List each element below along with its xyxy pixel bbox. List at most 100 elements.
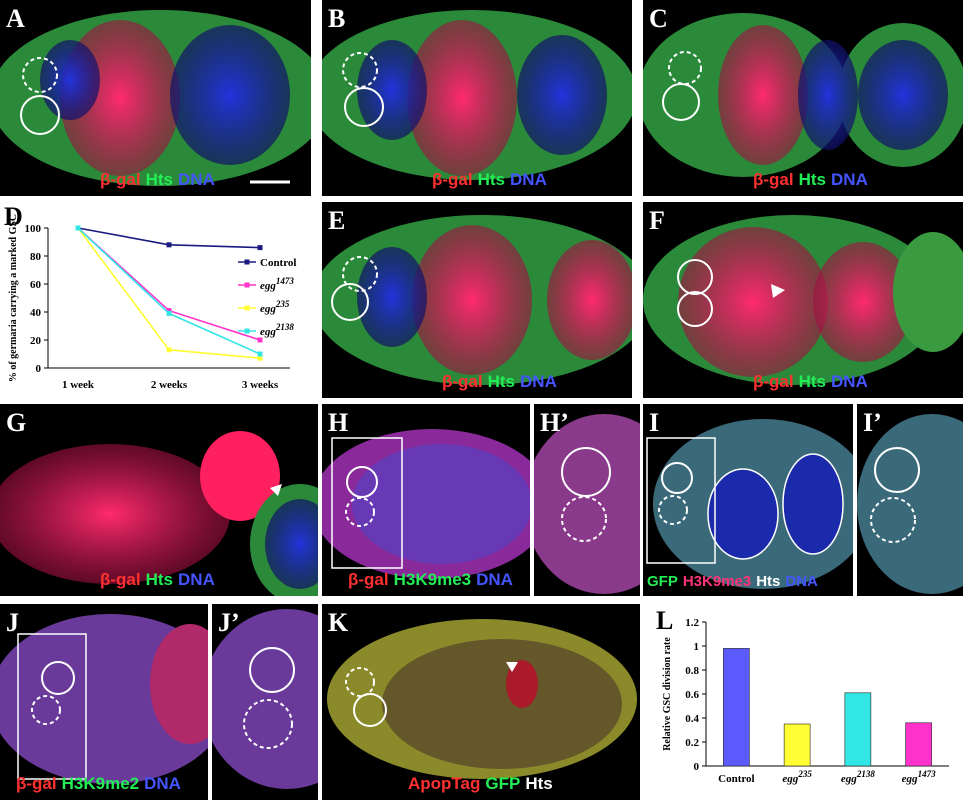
micrograph-A bbox=[0, 10, 311, 186]
y-tick-label: 0.8 bbox=[685, 665, 699, 677]
panel-label: A bbox=[6, 4, 25, 33]
legend-marker bbox=[244, 305, 250, 311]
x-tick-label: 1 week bbox=[62, 379, 95, 391]
y-tick-label: 0 bbox=[36, 363, 42, 375]
arrowhead-icon bbox=[506, 662, 518, 672]
bar bbox=[905, 722, 932, 767]
data-point bbox=[257, 355, 263, 361]
y-tick-label: 1.2 bbox=[685, 617, 699, 629]
stain-caption: β-gal Hts DNA bbox=[100, 570, 220, 590]
stain-label: β-gal bbox=[100, 170, 141, 189]
stain-caption: β-gal Hts DNA bbox=[432, 170, 552, 190]
stain-label: ApopTag bbox=[408, 774, 481, 793]
legend-entry: egg1473 bbox=[260, 276, 294, 292]
stain-label: DNA bbox=[785, 573, 818, 590]
stain-caption: β-gal H3K9me3 DNA bbox=[348, 570, 518, 590]
panel-label: H’ bbox=[540, 408, 569, 437]
micrograph-G bbox=[0, 431, 318, 596]
arrowhead-icon bbox=[771, 284, 785, 298]
stain-caption: β-gal H3K9me2 DNA bbox=[16, 774, 186, 794]
stain-label: DNA bbox=[831, 170, 868, 189]
y-tick-label: 0.4 bbox=[685, 713, 699, 725]
panel-F: F β-gal Hts DNA bbox=[643, 202, 963, 398]
bar bbox=[783, 723, 811, 767]
stain-caption: β-gal Hts DNA bbox=[442, 372, 562, 392]
stain-label: β-gal bbox=[16, 774, 57, 793]
data-point bbox=[75, 225, 81, 231]
micrograph-E bbox=[322, 215, 632, 385]
panel-L-chart: L 0 0.2 0.4 0.6 0.8 1 1.2 Relative GSC division… bbox=[644, 604, 963, 800]
data-point bbox=[257, 351, 263, 357]
stain-label: Hts bbox=[525, 774, 553, 793]
micrograph-B bbox=[322, 10, 632, 180]
panel-label: K bbox=[328, 608, 349, 637]
micrograph-J bbox=[0, 614, 208, 784]
stain-label: H3K9me3 bbox=[393, 570, 472, 589]
stain-label: DNA bbox=[831, 372, 868, 391]
stain-label: GFP bbox=[485, 774, 521, 793]
stain-label: DNA bbox=[510, 170, 547, 189]
stain-label: β-gal bbox=[100, 570, 141, 589]
x-tick-label: egg1473 bbox=[902, 769, 936, 785]
micrograph-H bbox=[322, 429, 530, 579]
micrograph-I-prime bbox=[857, 414, 963, 594]
x-tick-label: 3 weeks bbox=[242, 379, 279, 391]
stain-label: H3K9me2 bbox=[61, 774, 140, 793]
data-point bbox=[166, 242, 172, 248]
stain-label: β-gal bbox=[753, 372, 794, 391]
panel-C: C β-gal Hts DNA bbox=[643, 0, 963, 196]
line-chart: 0 20 40 60 80 100 1 week 2 weeks 3 weeks % of ger… bbox=[8, 214, 296, 391]
legend-entry: egg235 bbox=[260, 299, 290, 315]
y-tick-label: 60 bbox=[30, 279, 42, 291]
data-point bbox=[257, 337, 263, 343]
y-axis-label: Relative GSC division rate bbox=[662, 637, 673, 751]
y-tick-label: 0 bbox=[694, 761, 700, 773]
stain-label: Hts bbox=[798, 372, 827, 391]
x-tick-label: egg235 bbox=[782, 769, 812, 785]
panel-label: J’ bbox=[218, 608, 240, 637]
micrograph-I bbox=[646, 419, 853, 589]
micrograph-K bbox=[327, 619, 637, 779]
micrograph-F bbox=[643, 215, 963, 385]
panel-B: B β-gal Hts DNA bbox=[322, 0, 632, 196]
panel-label: E bbox=[328, 206, 346, 235]
panel-label: B bbox=[328, 4, 346, 33]
stain-label: DNA bbox=[520, 372, 557, 391]
data-point bbox=[166, 308, 172, 314]
panel-J-prime: J’ bbox=[212, 604, 318, 800]
stain-label: DNA bbox=[178, 570, 215, 589]
panel-label: F bbox=[649, 206, 665, 235]
stain-label: β-gal bbox=[348, 570, 389, 589]
stain-label: DNA bbox=[144, 774, 181, 793]
panel-J: J β-gal H3K9me2 DNA bbox=[0, 604, 208, 800]
y-tick-label: 80 bbox=[30, 251, 42, 263]
panel-G: G β-gal Hts DNA bbox=[0, 404, 318, 596]
stain-label: Hts bbox=[477, 170, 506, 189]
x-tick-label: 2 weeks bbox=[151, 379, 188, 391]
stain-label: DNA bbox=[178, 170, 215, 189]
panel-A: A β-gal Hts DNA bbox=[0, 0, 311, 196]
stain-label: β-gal bbox=[432, 170, 473, 189]
stain-caption: ApopTag GFP Hts bbox=[408, 774, 558, 794]
stain-label: H3K9me3 bbox=[682, 573, 752, 590]
panel-I-prime: I’ bbox=[857, 404, 963, 596]
legend-entry: egg2138 bbox=[260, 322, 294, 338]
x-tick-label: Control bbox=[718, 773, 754, 785]
panel-label: D bbox=[4, 202, 23, 231]
data-point bbox=[166, 347, 172, 353]
y-tick-label: 20 bbox=[30, 335, 42, 347]
stain-caption: β-gal Hts DNA bbox=[100, 170, 220, 190]
stain-caption: GFP H3K9me3 Hts DNA bbox=[647, 573, 823, 590]
panel-E: E β-gal Hts DNA bbox=[322, 202, 632, 398]
micrograph-C bbox=[643, 13, 963, 177]
stain-label: Hts bbox=[798, 170, 827, 189]
y-tick-label: 1 bbox=[694, 641, 700, 653]
panel-K: K ApopTag GFP Hts bbox=[322, 604, 640, 800]
stain-label: Hts bbox=[145, 570, 174, 589]
micrograph-H-prime bbox=[534, 414, 640, 594]
panel-label: C bbox=[649, 4, 668, 33]
bar bbox=[844, 692, 872, 767]
legend-marker bbox=[244, 328, 250, 334]
arrowhead-icon bbox=[270, 484, 282, 496]
panel-label: L bbox=[656, 606, 674, 635]
